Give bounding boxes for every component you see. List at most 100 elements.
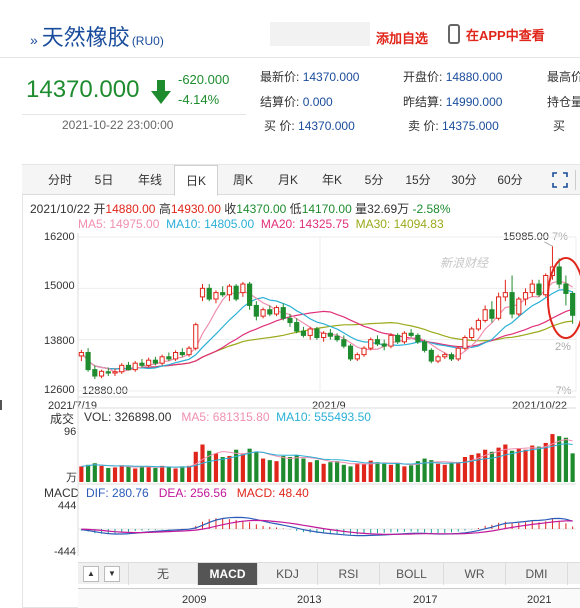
candle-body xyxy=(172,352,179,360)
volume-bar xyxy=(112,467,118,482)
candle-body xyxy=(78,352,84,357)
volume-bar xyxy=(557,436,562,482)
candle-body xyxy=(529,283,535,294)
tab-daily-k[interactable]: 日K xyxy=(174,165,218,196)
fullscreen-icon[interactable] xyxy=(552,172,568,188)
tab-15min[interactable]: 15分 xyxy=(405,173,431,187)
y-tick-label: 15000 xyxy=(44,280,75,292)
overview-year-label: 2017 xyxy=(413,594,438,606)
tab-monthly-k[interactable]: 月K xyxy=(277,173,298,187)
volume-bar xyxy=(86,464,91,482)
volume-bar xyxy=(348,466,353,482)
candle-body xyxy=(119,364,125,373)
down-arrow-icon xyxy=(151,80,171,104)
header: » 天然橡胶 (RU0) 添加自选 在APP中查看 xyxy=(0,0,580,58)
candle-body xyxy=(220,292,226,296)
volume-bar xyxy=(415,461,420,482)
candle-body xyxy=(341,339,347,347)
quote-datetime: 2021-10-22 23:00:00 xyxy=(62,118,174,132)
tab-30min[interactable]: 30分 xyxy=(451,173,477,187)
scroll-down-button[interactable]: ▼ xyxy=(104,566,120,582)
double-chevron-right-icon: » xyxy=(30,32,38,48)
candle-body xyxy=(462,337,468,349)
candle-body xyxy=(556,266,562,285)
ma20-legend: MA20: 14325.75 xyxy=(260,217,349,231)
volume-bar xyxy=(220,457,225,482)
volume-bar xyxy=(435,463,441,482)
tab-divider xyxy=(575,170,576,190)
candle-body xyxy=(381,343,387,347)
candle-body xyxy=(401,332,407,343)
divider xyxy=(22,114,246,115)
candle-body xyxy=(482,309,488,321)
overview-year-label: 2013 xyxy=(297,594,322,606)
history-overview[interactable] xyxy=(78,588,580,608)
tab-yearly-k[interactable]: 年K xyxy=(321,173,342,187)
volume-bar xyxy=(193,451,198,482)
sina-finance-watermark: 新浪财经 xyxy=(440,256,489,270)
volume-bar xyxy=(462,457,468,482)
tab-minute[interactable]: 分时 xyxy=(47,173,72,187)
indicator-tab-boll[interactable]: BOLL xyxy=(380,563,444,585)
tab-5day[interactable]: 5日 xyxy=(94,173,114,187)
macd-bottom-label: -444 xyxy=(54,546,77,558)
candle-body xyxy=(448,354,455,360)
indicator-tab-none[interactable]: 无 xyxy=(128,563,198,585)
volume-bar xyxy=(328,462,333,482)
volume-bar xyxy=(563,437,568,482)
scroll-up-button[interactable]: ▲ xyxy=(83,566,99,582)
volume-bar xyxy=(99,465,104,482)
x-label-mid: 2021/9 xyxy=(312,400,346,412)
volume-bar xyxy=(106,467,111,482)
indicator-tab-macd[interactable]: MACD xyxy=(198,563,258,585)
candle-body xyxy=(563,283,569,294)
volume-bar xyxy=(503,444,508,482)
indicator-tabs: ▲ ▼ 无 MACD KDJ RSI BOLL WR DMI xyxy=(78,562,580,585)
volume-bar xyxy=(355,463,360,482)
volume-bar xyxy=(402,466,407,482)
volume-bar xyxy=(530,445,535,482)
open-interest-field: 持仓量 xyxy=(547,95,580,109)
macd-legend: MACD DIF: 280.76 DEA: 256.56 MACD: 48.40 xyxy=(44,486,309,500)
bid2-field: 买 xyxy=(553,119,566,133)
y-tick-label: 16200 xyxy=(44,231,75,243)
vol-value: VOL: 326898.00 xyxy=(84,410,172,424)
candle-body xyxy=(388,334,394,347)
indicator-tab-rsi[interactable]: RSI xyxy=(318,563,380,585)
volume-bar xyxy=(429,460,434,482)
view-in-app-link[interactable]: 在APP中查看 xyxy=(448,24,545,44)
candle-body xyxy=(206,287,212,300)
vol-ma5: MA5: 681315.80 xyxy=(181,410,270,424)
add-favorite-link[interactable]: 添加自选 xyxy=(376,31,429,46)
tab-5min[interactable]: 5分 xyxy=(364,173,384,187)
ma5-legend: MA5: 14975.00 xyxy=(78,217,160,231)
volume-bar xyxy=(234,449,239,482)
pct-tick-label: 2% xyxy=(555,341,571,353)
candle-body xyxy=(287,317,293,324)
search-bar[interactable] xyxy=(270,22,370,46)
volume-bar xyxy=(308,462,313,482)
tab-60min[interactable]: 60分 xyxy=(497,173,523,187)
tab-weekly-k[interactable]: 周K xyxy=(232,173,253,187)
tab-year-line[interactable]: 年线 xyxy=(137,173,162,187)
candle-body xyxy=(125,364,132,371)
volume-ma10-line xyxy=(81,443,573,468)
volume-bar xyxy=(442,464,447,482)
volume-bar xyxy=(409,465,414,482)
indicator-tab-wr[interactable]: WR xyxy=(444,563,506,585)
candle-body xyxy=(146,359,152,366)
candle-body xyxy=(226,285,233,296)
candle-body xyxy=(327,332,333,337)
macd-dif: DIF: 280.76 xyxy=(86,486,149,500)
ask-price-field: 卖 价: 14375.000 xyxy=(408,119,499,133)
indicator-tab-dmi[interactable]: DMI xyxy=(506,563,568,585)
candle-body xyxy=(347,345,354,360)
volume-bar xyxy=(160,465,165,482)
candle-body xyxy=(85,352,91,371)
candle-body xyxy=(361,347,367,356)
volume-bar xyxy=(139,466,145,482)
volume-bar xyxy=(361,464,367,482)
indicator-tab-kdj[interactable]: KDJ xyxy=(258,563,318,585)
candle-body xyxy=(112,371,118,374)
